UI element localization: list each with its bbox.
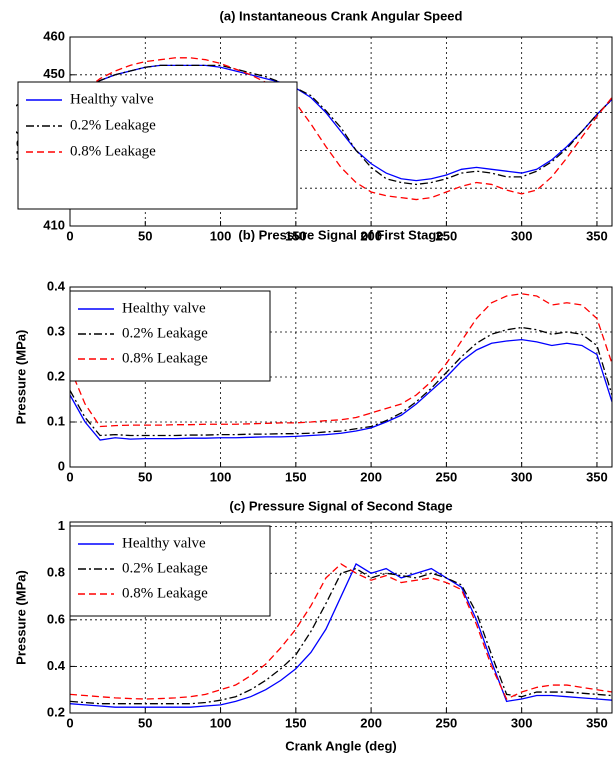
- x-tick-label: 250: [436, 228, 458, 243]
- y-tick-label: 0.2: [47, 368, 65, 383]
- x-tick-label: 250: [436, 469, 458, 484]
- series-line: [69, 293, 613, 428]
- legend: Healthy valve 0.2% Leakage 0.8% Leakage: [17, 81, 298, 210]
- panel-title: (c) Pressure Signal of Second Stage: [229, 498, 452, 513]
- x-tick-label: 0: [66, 469, 73, 484]
- legend-label: 0.8% Leakage: [122, 585, 208, 601]
- y-tick-label: 0.1: [47, 413, 65, 428]
- y-tick-label: 450: [43, 66, 65, 81]
- x-tick-label: 300: [511, 228, 533, 243]
- legend-box: [69, 525, 271, 617]
- legend: Healthy valve 0.2% Leakage 0.8% Leakage: [69, 290, 271, 382]
- x-tick-label: 250: [436, 715, 458, 730]
- y-tick-label: 0.3: [47, 323, 65, 338]
- legend-label: Healthy valve: [122, 300, 206, 316]
- x-tick-label: 350: [586, 228, 608, 243]
- y-tick-label: 0.4: [47, 278, 66, 293]
- series-line: [69, 338, 613, 441]
- x-tick-label: 100: [210, 715, 232, 730]
- x-axis-label: Crank Angle (deg): [285, 738, 396, 753]
- y-tick-label: 460: [43, 28, 65, 43]
- y-tick-label: 0: [58, 458, 65, 473]
- series-line: [69, 562, 613, 708]
- series-line: [69, 64, 613, 186]
- series-line: [69, 326, 613, 437]
- x-tick-label: 100: [210, 228, 232, 243]
- x-tick-label: 0: [66, 228, 73, 243]
- x-tick-label: 50: [138, 715, 152, 730]
- x-tick-label: 50: [138, 469, 152, 484]
- legend-label: Healthy valve: [70, 91, 154, 107]
- x-tick-label: 350: [586, 715, 608, 730]
- x-tick-label: 200: [360, 715, 382, 730]
- series-line: [69, 567, 613, 705]
- legend-box: [69, 290, 271, 382]
- y-tick-label: 0.8: [47, 565, 65, 580]
- x-tick-label: 300: [511, 715, 533, 730]
- y-tick-label: 0.4: [47, 658, 66, 673]
- x-tick-label: 150: [285, 715, 307, 730]
- x-tick-label: 350: [586, 469, 608, 484]
- legend-label: 0.8% Leakage: [70, 143, 156, 159]
- x-tick-label: 0: [66, 715, 73, 730]
- legend-label: 0.8% Leakage: [122, 350, 208, 366]
- legend-box: [17, 81, 298, 210]
- x-tick-label: 50: [138, 228, 152, 243]
- x-tick-label: 100: [210, 469, 232, 484]
- panel-title: (b) Pressure Signal of First Stage: [238, 227, 443, 242]
- legend-label: 0.2% Leakage: [122, 560, 208, 576]
- legend: Healthy valve 0.2% Leakage 0.8% Leakage: [69, 525, 271, 617]
- y-axis-label: Pressure (MPa): [13, 330, 28, 425]
- legend-label: 0.2% Leakage: [70, 117, 156, 133]
- series-line: [69, 563, 613, 700]
- axes-frame: [69, 521, 613, 714]
- x-tick-label: 300: [511, 469, 533, 484]
- legend-label: 0.2% Leakage: [122, 325, 208, 341]
- y-tick-label: 0.6: [47, 611, 65, 626]
- x-tick-label: 150: [285, 228, 307, 243]
- legend-label: Healthy valve: [122, 535, 206, 551]
- panel-title: (a) Instantaneous Crank Angular Speed: [220, 8, 463, 23]
- y-tick-label: 0.2: [47, 704, 65, 719]
- y-axis-label: Pressure (MPa): [13, 570, 28, 665]
- y-tick-label: 1: [58, 518, 65, 533]
- series-line: [69, 57, 613, 201]
- x-tick-label: 200: [360, 469, 382, 484]
- x-tick-label: 200: [360, 228, 382, 243]
- x-tick-label: 150: [285, 469, 307, 484]
- y-tick-label: 410: [43, 217, 65, 232]
